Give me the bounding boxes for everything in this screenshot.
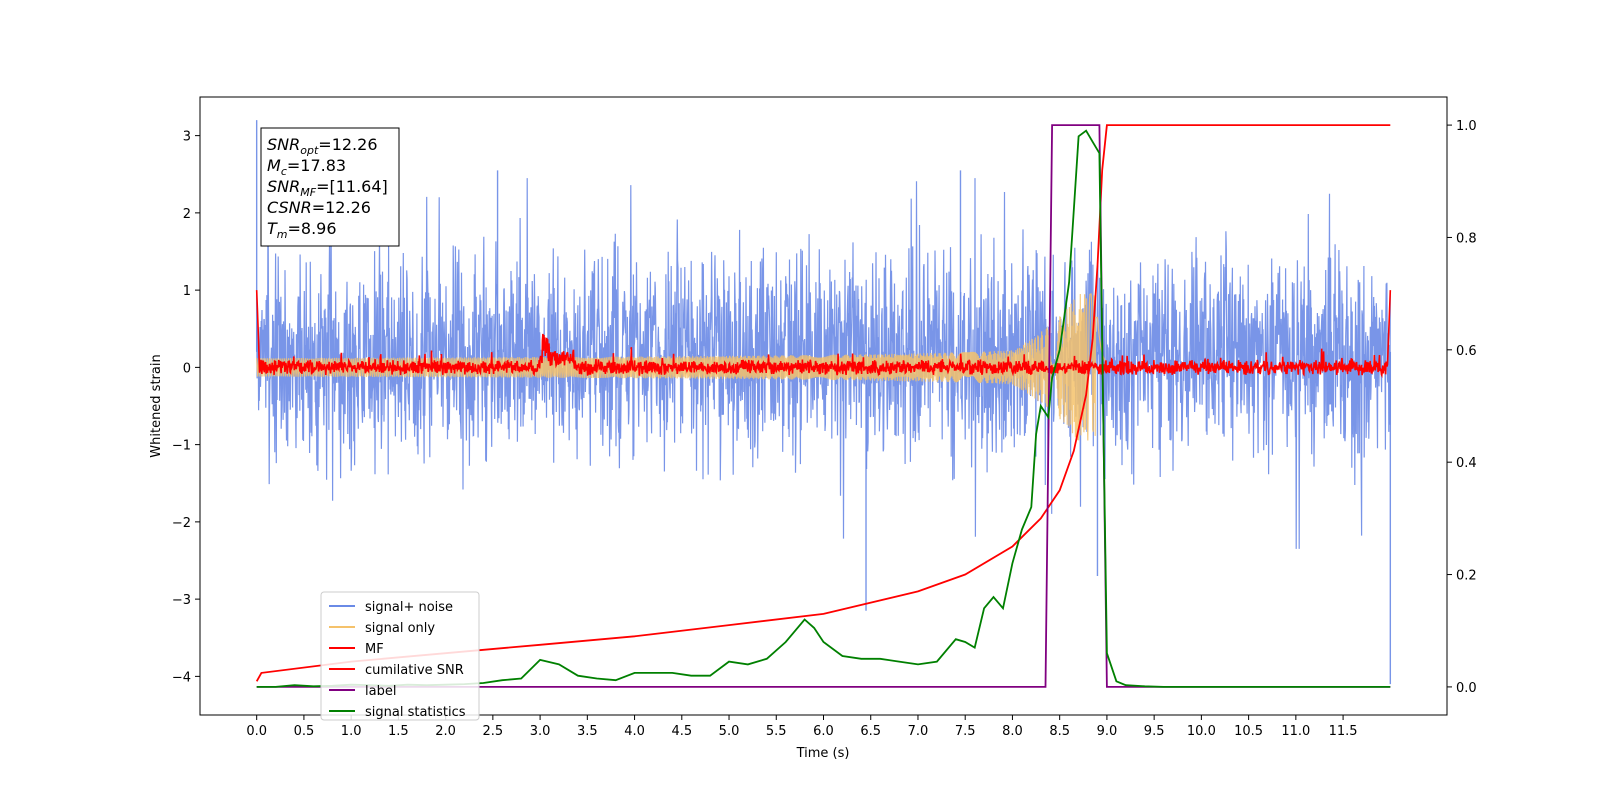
x-tick-label: 3.0 — [530, 724, 551, 739]
x-tick-label: 9.5 — [1144, 724, 1165, 739]
x-tick-label: 6.0 — [813, 724, 834, 739]
y-tick-label: −3 — [172, 593, 191, 608]
x-tick-label: 5.0 — [719, 724, 740, 739]
axes-layer: 0.0 0.5 1.0 1.5 2.0 2.5 3.0 3.5 4.0 4.5 5.0 5.5 6.0 6… — [172, 119, 1477, 739]
legend-label: signal+ noise — [365, 600, 453, 615]
x-tick-label: 1.0 — [341, 724, 362, 739]
y-tick-label: −1 — [172, 439, 191, 454]
x-tick-label: 11.0 — [1281, 724, 1310, 739]
x-tick-label: 2.5 — [483, 724, 504, 739]
annotation-line: Mc=17.83 — [267, 156, 346, 178]
x-tick-label: 1.5 — [388, 724, 409, 739]
y-tick-label: 0 — [183, 361, 191, 376]
x-axis-label: Time (s) — [796, 746, 850, 761]
legend-label: MF — [365, 642, 384, 657]
y-tick-label: 1 — [183, 284, 191, 299]
y-axis-label: Whitened strain — [149, 354, 164, 457]
legend-frame — [320, 591, 480, 721]
x-tick-label: 8.0 — [1002, 724, 1023, 739]
x-tick-label: 11.5 — [1329, 724, 1358, 739]
x-tick-label: 4.5 — [671, 724, 692, 739]
x-tick-label: 2.0 — [435, 724, 456, 739]
y2-tick-label: 0.2 — [1456, 569, 1477, 584]
x-tick-label: 10.0 — [1187, 724, 1216, 739]
x-tick-label: 7.5 — [955, 724, 976, 739]
legend: signal+ noise signal only MF cumilative SNR… — [320, 591, 480, 721]
legend-label: label — [365, 684, 396, 699]
legend-label: signal only — [365, 621, 435, 636]
annotation-line: SNRopt=12.26 — [267, 135, 378, 157]
y-tick-label: −2 — [172, 516, 191, 531]
y-tick-label: 2 — [183, 207, 191, 222]
y-tick-label: −4 — [172, 670, 191, 685]
x-tick-label: 5.5 — [766, 724, 787, 739]
y2-tick-label: 1.0 — [1456, 119, 1477, 134]
annotation-line: CSNR=12.26 — [267, 198, 371, 217]
x-tick-label: 9.0 — [1097, 724, 1118, 739]
x-tick-label: 6.5 — [860, 724, 881, 739]
x-tick-label: 0.5 — [294, 724, 315, 739]
y2-tick-label: 0.6 — [1456, 344, 1477, 359]
x-tick-label: 10.5 — [1234, 724, 1263, 739]
x-tick-label: 3.5 — [577, 724, 598, 739]
series-cumulative-snr — [255, 124, 1391, 682]
y2-tick-label: 0.0 — [1456, 681, 1477, 696]
annotation-line: SNRMF=[11.64] — [267, 177, 388, 199]
annotation-line: Tm=8.96 — [267, 219, 337, 241]
x-tick-label: 8.5 — [1049, 724, 1070, 739]
x-tick-label: 4.0 — [624, 724, 645, 739]
x-tick-label: 0.0 — [246, 724, 267, 739]
legend-label: signal statistics — [365, 705, 466, 720]
annotation-box: SNRopt=12.26Mc=17.83SNRMF=[11.64]CSNR=12… — [260, 127, 400, 247]
legend-label: cumilative SNR — [365, 663, 464, 678]
annotation-frame — [260, 127, 400, 247]
series-mf — [255, 290, 1392, 379]
y2-tick-label: 0.8 — [1456, 231, 1477, 246]
y2-tick-label: 0.4 — [1456, 456, 1477, 471]
y-tick-label: 3 — [183, 130, 191, 145]
x-tick-label: 7.0 — [908, 724, 929, 739]
